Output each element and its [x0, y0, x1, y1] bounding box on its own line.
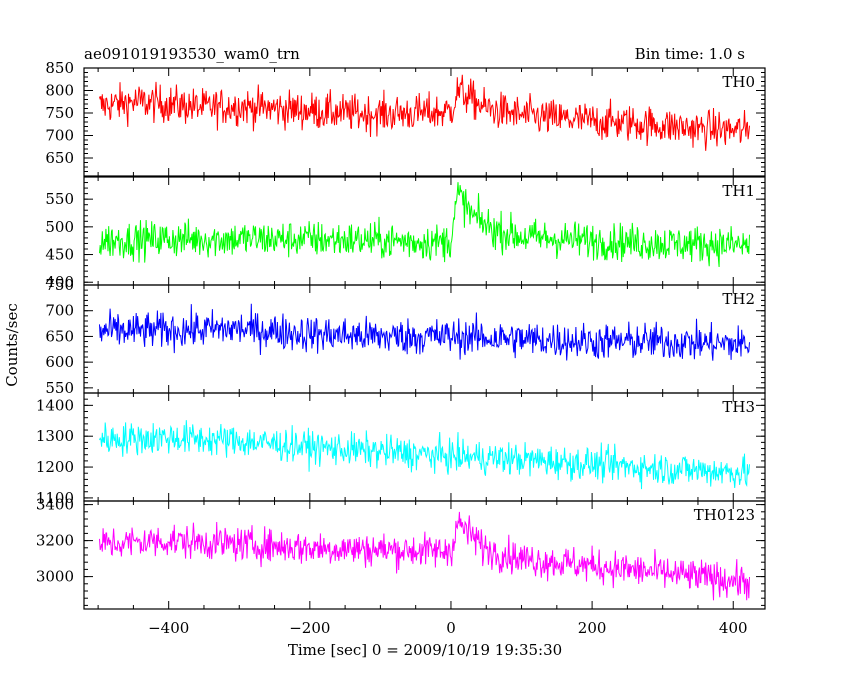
y-tick-label: 500 [45, 218, 74, 236]
y-axis-label: Counts/sec [3, 303, 21, 387]
y-tick-label: 1100 [36, 489, 74, 507]
y-tick-label: 700 [45, 127, 74, 145]
series-line-th2 [99, 303, 750, 361]
x-tick-label: −400 [148, 619, 189, 637]
y-tick-label: 850 [45, 59, 74, 77]
y-tick-label: 1400 [36, 396, 74, 414]
series-line-th1 [99, 182, 750, 268]
series-line-th0123 [99, 511, 750, 601]
chart-title: ae091019193530_wam0_trn [84, 45, 300, 63]
x-tick-label: 200 [578, 619, 607, 637]
y-tick-label: 650 [45, 149, 74, 167]
panel-label-th3: TH3 [722, 398, 755, 416]
panel-frame-th3 [83, 392, 766, 502]
y-tick-label: 400 [45, 273, 74, 291]
y-tick-label: 650 [45, 327, 74, 345]
panel-label-th2: TH2 [722, 290, 755, 308]
y-tick-label: 1300 [36, 427, 74, 445]
y-tick-label: 1200 [36, 458, 74, 476]
series-line-th3 [99, 420, 750, 490]
y-tick-label: 750 [45, 104, 74, 122]
x-axis-label: Time [sec] 0 = 2009/10/19 19:35:30 [288, 641, 562, 659]
bin-time-label: Bin time: 1.0 s [635, 45, 745, 63]
y-tick-label: 600 [45, 353, 74, 371]
x-tick-label: 400 [719, 619, 748, 637]
y-tick-label: 550 [45, 190, 74, 208]
panel-label-th1: TH1 [722, 182, 755, 200]
y-tick-label: 450 [45, 246, 74, 264]
x-tick-label: 0 [446, 619, 456, 637]
panel-label-th0: TH0 [722, 73, 755, 91]
panels-group: TH0 650 700 750 800 850 TH1 400 450 500 550 TH2 550 6… [36, 59, 766, 637]
x-tick-label: −200 [289, 619, 330, 637]
y-tick-label: 800 [45, 82, 74, 100]
y-tick-label: 700 [45, 302, 74, 320]
panel-label-th0123: TH0123 [694, 506, 755, 524]
y-tick-label: 3400 [36, 496, 74, 514]
series-line-th0 [99, 74, 750, 151]
y-tick-label: 3200 [36, 532, 74, 550]
y-tick-label: 550 [45, 379, 74, 397]
y-tick-label: 750 [45, 276, 74, 294]
y-tick-label: 3000 [36, 568, 74, 586]
